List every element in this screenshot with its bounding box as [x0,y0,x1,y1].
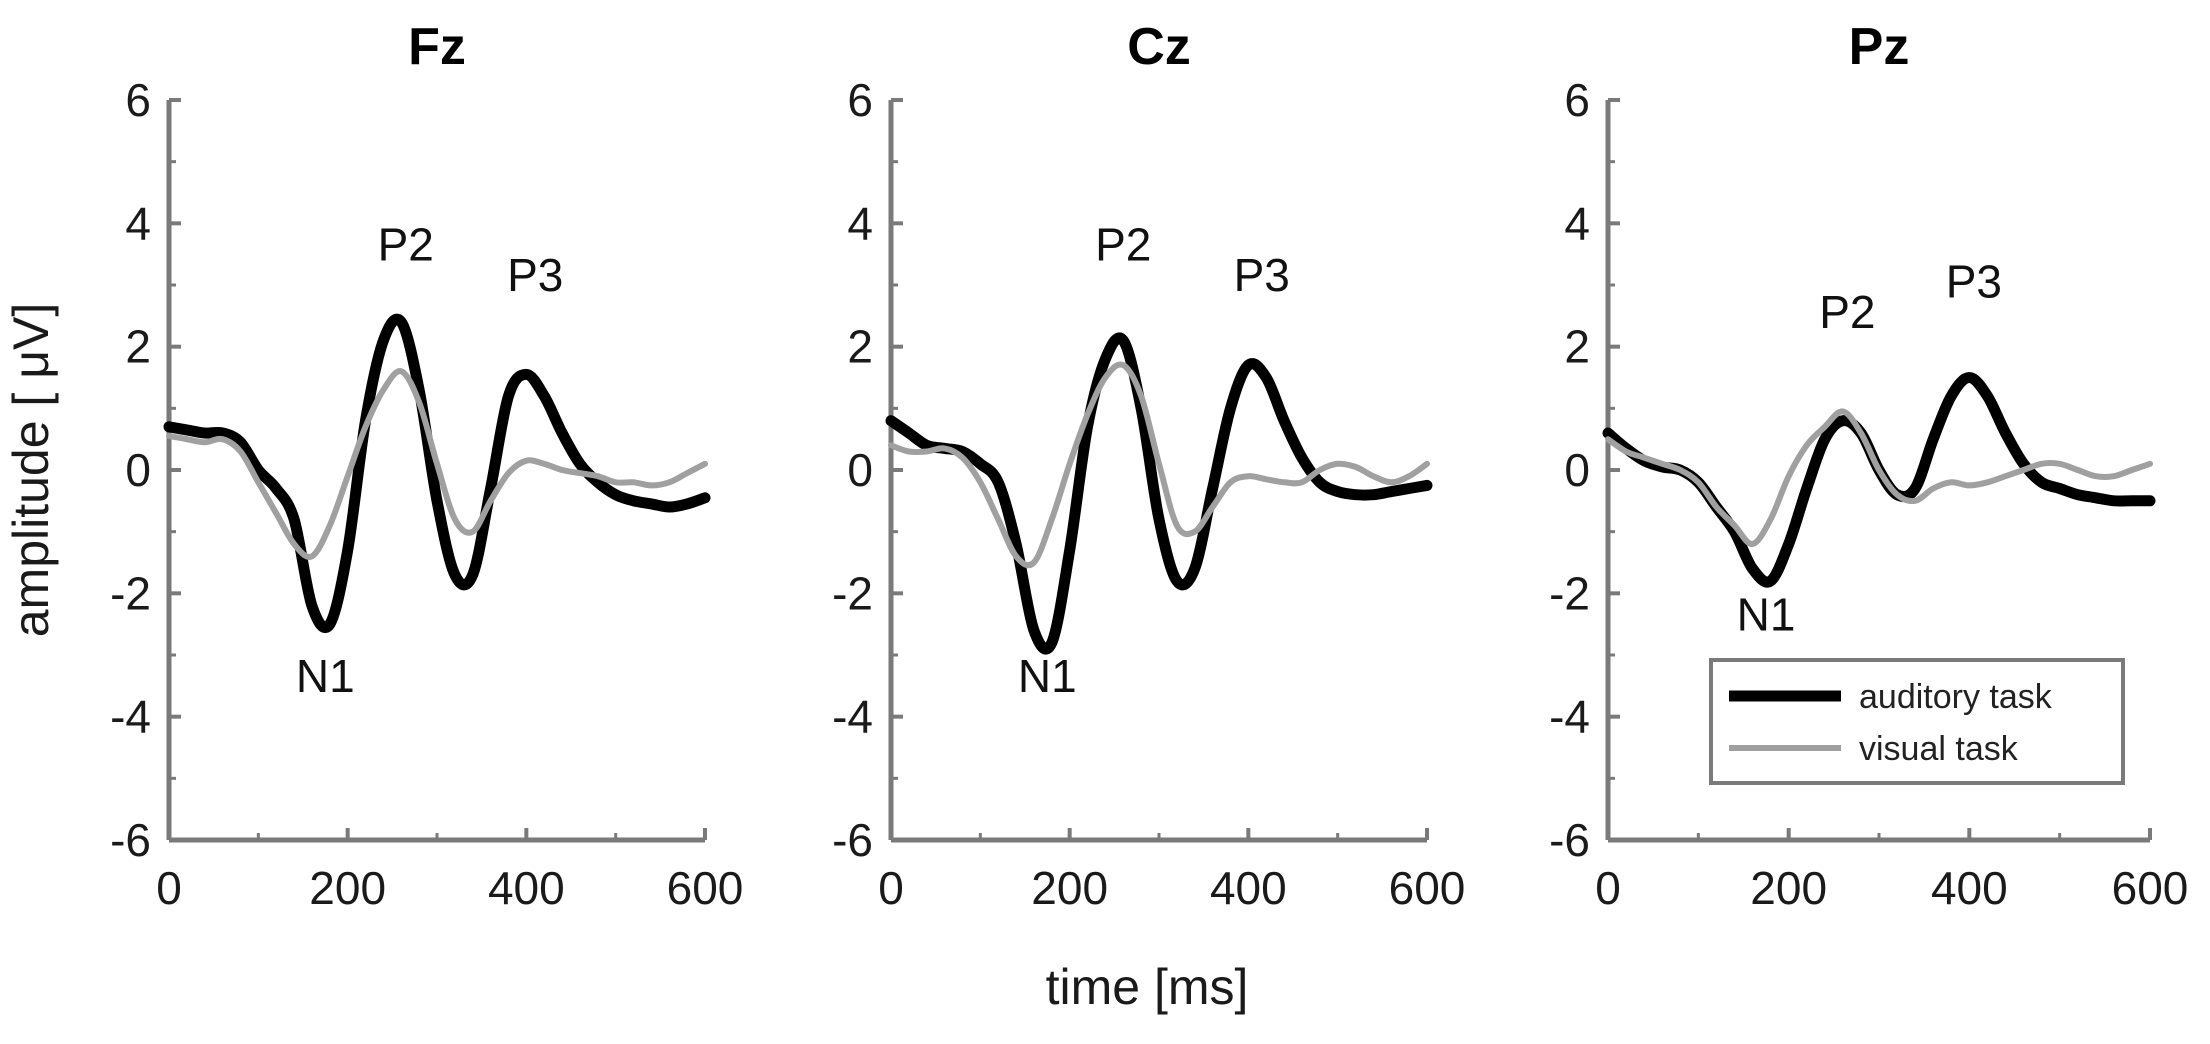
series-line-auditory-task [163,313,711,634]
y-tick-label: -4 [110,691,151,743]
x-tick-label: 0 [156,862,182,914]
peak-label-n1: N1 [296,650,355,702]
peak-label-p3: P3 [507,249,563,301]
y-tick-label: -6 [1549,814,1590,866]
y-tick-label: -2 [1549,567,1590,619]
y-tick-label: 4 [847,197,873,249]
x-tick-label: 0 [878,862,904,914]
y-tick-label: 4 [1564,197,1590,249]
panel-title: Fz [408,18,466,76]
x-axis-label: time [ms] [1046,959,1249,1015]
y-tick-label: -6 [110,814,151,866]
peak-label-p2: P2 [1819,286,1875,338]
legend-entry-label: visual task [1859,730,2019,768]
y-tick-label: 0 [125,444,151,496]
y-tick-label: 0 [1564,444,1590,496]
y-tick-label: 2 [125,321,151,373]
y-tick-label: -2 [110,567,151,619]
peak-label-p2: P2 [378,218,434,270]
x-tick-label: 600 [2112,862,2189,914]
x-tick-label: 400 [1210,862,1287,914]
panel-title: Cz [1127,18,1191,76]
peak-label-n1: N1 [1018,650,1077,702]
y-tick-label: 6 [125,74,151,126]
legend-box [1709,658,2125,785]
y-tick-label: -4 [1549,691,1590,743]
x-tick-label: 200 [1750,862,1827,914]
series-line-visual-task [166,368,708,560]
x-tick-label: 200 [309,862,386,914]
peak-label-p3: P3 [1234,249,1290,301]
legend-entry-label: auditory task [1859,678,2053,716]
x-tick-label: 600 [1389,862,1466,914]
series-line-visual-task [1605,408,2153,547]
y-tick-label: 6 [1564,74,1590,126]
y-tick-label: 0 [847,444,873,496]
series-line-auditory-task [1602,372,2156,588]
y-tick-label: -4 [832,691,873,743]
x-tick-label: 0 [1595,862,1621,914]
x-tick-label: 400 [1931,862,2008,914]
series-line-visual-task [888,361,1430,569]
y-tick-label: -6 [832,814,873,866]
y-tick-label: 2 [1564,321,1590,373]
y-tick-label: 2 [847,321,873,373]
peak-label-p3: P3 [1946,255,2002,307]
series-line-auditory-task [885,332,1433,655]
panel-title: Pz [1849,18,1910,76]
y-tick-label: 4 [125,197,151,249]
legend: auditory task visual task [1709,658,2125,785]
x-tick-label: 400 [488,862,565,914]
y-tick-label: -2 [832,567,873,619]
peak-label-p2: P2 [1095,218,1151,270]
x-tick-label: 600 [667,862,744,914]
y-axis-label: amplitude [ μV] [3,303,59,638]
peak-label-n1: N1 [1737,588,1796,640]
x-tick-label: 200 [1031,862,1108,914]
y-tick-label: 6 [847,74,873,126]
